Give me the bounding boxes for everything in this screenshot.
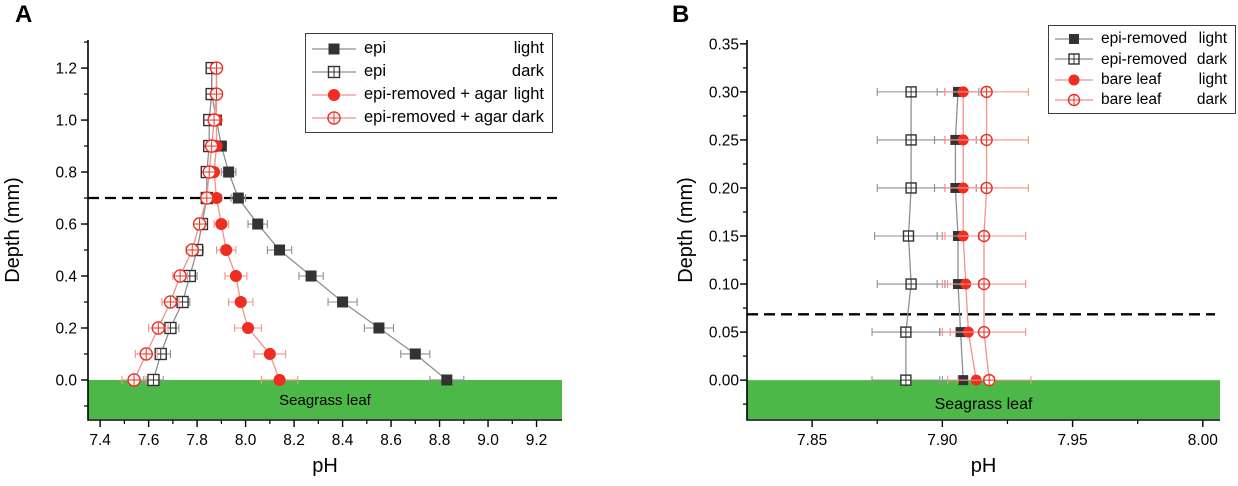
seagrass-band-label: Seagrass leaf (935, 396, 1033, 413)
legend-series-condition: light (513, 85, 544, 104)
circle-filled-legend-icon (1055, 74, 1093, 86)
legend-item-epi-removed-agar-dark: epi-removed + agar dark (311, 109, 544, 127)
y-tick-label: 0.35 (709, 36, 739, 53)
x-tick-label: 9.0 (477, 432, 499, 449)
y-tick-label: 0.4 (55, 269, 77, 286)
y-tick-label: 0.30 (709, 84, 740, 101)
y-tick-label: 0.2 (55, 320, 77, 337)
legend-item-epi-removed-light: epi-removed light (1054, 31, 1227, 47)
legend-item-epi-light: epi light (311, 40, 544, 58)
series-bare-leaf-dark (941, 85, 1032, 387)
y-tick-label: 0.6 (55, 217, 77, 234)
legend-series-name: epi-removed + agar (364, 108, 508, 127)
square-open-legend-icon (1055, 53, 1093, 66)
seagrass-band (88, 379, 562, 419)
legend-series-name: epi (364, 62, 387, 81)
seagrass-band-label: Seagrass leaf (279, 392, 372, 409)
x-tick-label: 7.4 (89, 432, 111, 449)
panel-a-legend: epi light epi dark epi-removed + agar light ep… (305, 33, 553, 133)
x-tick-label: 8.00 (1188, 432, 1219, 449)
circle-open-legend-icon (312, 110, 356, 125)
y-axis-title: Depth (mm) (675, 177, 697, 283)
y-axis-title: Depth (mm) (2, 177, 24, 283)
legend-series-condition: light (513, 39, 544, 58)
x-tick-label: 8.4 (332, 432, 354, 449)
legend-series-name: epi-removed (1101, 30, 1188, 48)
legend-item-epi-removed-agar-light: epi-removed + agar light (311, 86, 544, 104)
x-tick-label: 8.0 (235, 432, 257, 449)
panel-a: Seagrass leaf 7.4 7.6 7.8 8.0 8.2 8.4 8.6 8.8 9.0… (2, 40, 562, 477)
seagrass-band (747, 380, 1220, 419)
legend-series-condition: light (1198, 30, 1227, 48)
x-tick-label: 7.90 (927, 432, 958, 449)
x-tick-label: 8.2 (283, 432, 305, 449)
y-tick-label: 1.2 (55, 61, 77, 78)
x-tick-label: 7.95 (1057, 432, 1087, 449)
y-tick-label: 0.05 (709, 325, 739, 342)
x-tick-label: 8.8 (429, 432, 451, 449)
y-tick-label: 0.15 (709, 229, 739, 246)
legend-series-condition: dark (511, 108, 544, 127)
series-epi-removed-agar-dark (121, 61, 224, 387)
legend-item-epi-removed-dark: epi-removed dark (1054, 51, 1227, 67)
x-tick-label: 7.8 (186, 432, 208, 449)
panel-b: Seagrass leaf 7.85 7.90 7.95 8.00 0.00 0.05 0.1… (675, 36, 1220, 477)
legend-item-bare-leaf-light: bare leaf light (1054, 72, 1227, 88)
y-tick-label: 1.0 (55, 113, 77, 130)
panel-a-label: A (15, 1, 33, 28)
legend-series-name: epi-removed + agar (364, 85, 508, 104)
x-axis-title: pH (312, 455, 338, 477)
series-epi-removed-dark (871, 86, 946, 386)
y-tick-label: 0.25 (709, 132, 739, 149)
legend-series-condition: light (1198, 70, 1227, 88)
axis-frame (87, 40, 562, 421)
circle-filled-legend-icon (312, 88, 356, 101)
y-tick-label: 0.00 (709, 373, 740, 390)
x-tick-label: 7.85 (797, 432, 827, 449)
legend-item-bare-leaf-dark: bare leaf dark (1054, 92, 1227, 108)
series-epi-light (206, 62, 465, 386)
square-open-legend-icon (312, 65, 356, 78)
legend-series-name: epi-removed (1101, 50, 1188, 68)
square-filled-legend-icon (312, 43, 356, 54)
circle-open-legend-icon (1055, 93, 1093, 107)
y-tick-label: 0.8 (55, 165, 77, 182)
panel-b-label: B (672, 1, 690, 28)
y-tick-label: 0.0 (55, 372, 77, 389)
x-tick-label: 9.2 (526, 432, 548, 449)
legend-item-epi-dark: epi dark (311, 63, 544, 81)
axis-frame (746, 40, 1220, 421)
x-tick-label: 8.6 (380, 432, 402, 449)
legend-series-condition: dark (1196, 50, 1227, 68)
legend-series-name: bare leaf (1101, 91, 1162, 109)
y-tick-label: 0.20 (709, 180, 740, 197)
legend-series-condition: dark (511, 62, 544, 81)
x-axis-title: pH (971, 455, 997, 477)
panel-b-legend: epi-removed light epi-removed dark bare leaf… (1048, 25, 1236, 114)
legend-series-condition: dark (1196, 91, 1227, 109)
y-tick-label: 0.10 (709, 277, 740, 294)
x-tick-label: 7.6 (138, 432, 160, 449)
legend-series-name: epi (364, 39, 387, 58)
legend-series-name: bare leaf (1101, 70, 1162, 88)
square-filled-legend-icon (1055, 34, 1093, 45)
